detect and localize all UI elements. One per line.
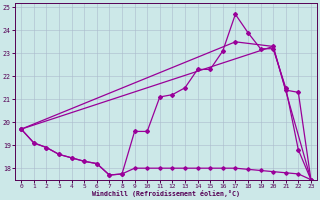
X-axis label: Windchill (Refroidissement éolien,°C): Windchill (Refroidissement éolien,°C)	[92, 190, 240, 197]
